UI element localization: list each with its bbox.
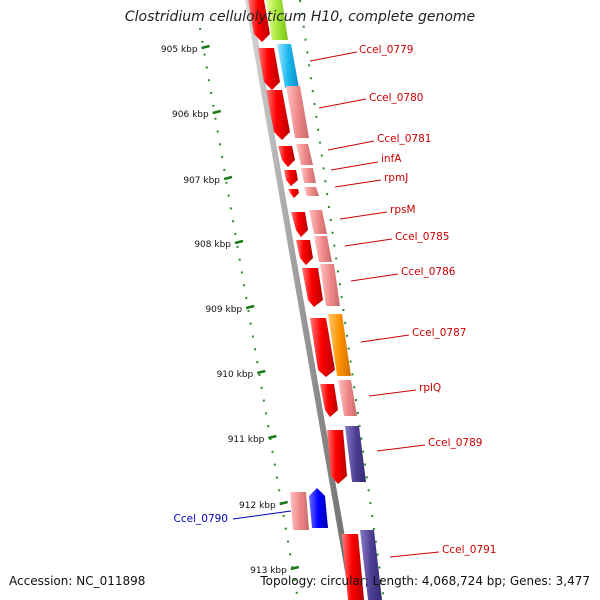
tick-mark [256,369,266,375]
tick-mark [268,434,277,440]
gene-block-0790-pink [290,492,309,530]
gene-block-infa-red [284,170,298,186]
gene-block-rplq-pink [338,380,357,416]
gene-block-0785-pink [314,236,332,262]
gene-block-0789-red [327,430,347,484]
tick-label: 907 kbp [183,176,220,186]
gene-block-0791-red [342,534,364,600]
tick-label: 906 kbp [172,110,209,120]
gene-block-rpsm-red [291,212,308,237]
gene-label[interactable]: Ccel_0790 [174,513,228,525]
gene-label[interactable]: Ccel_0789 [428,437,482,449]
gene-label[interactable]: rpmJ [384,172,408,184]
tick-mark [290,565,300,571]
gene-leader-line [368,389,417,397]
genome-backbone [245,0,356,600]
tick-label: 913 kbp [250,566,287,576]
gene-leader-line [350,273,399,282]
tick-label: 911 kbp [228,435,265,445]
gene-label[interactable]: Ccel_0785 [395,231,449,243]
gene-leader-line [327,140,375,151]
gene-block-0790-blue [309,488,328,528]
tick-mark [234,239,244,245]
gene-leader-line [232,510,292,520]
gene-leader-line [344,238,393,247]
gene-block-0787-red [310,318,335,377]
gene-block-0781-red [278,146,295,167]
gene-block-rpsm-pink [309,210,327,234]
gene-block-rpmj-pink [304,187,319,196]
gene-features [248,0,382,600]
tick-label: 909 kbp [205,305,242,315]
gene-block-infa-pink [301,168,316,183]
gene-label[interactable]: Ccel_0786 [401,266,456,278]
tick-label: 912 kbp [239,501,276,511]
gene-leader-line [360,334,410,343]
accession-text: Accession: NC_011898 [9,574,146,588]
gene-leader-line [339,211,388,220]
tick-mark [201,44,210,50]
gene-leader-line [334,179,382,188]
tick-mark [279,500,289,506]
gene-block-rpmj-red [288,189,299,198]
gene-block-0786-pink [320,264,340,306]
gene-block-0779-red [258,48,280,90]
gene-leader-line [318,98,367,109]
tick-mark [245,304,255,310]
gene-block-top-red [248,0,270,42]
tick-label: 908 kbp [194,240,231,250]
gene-block-0780-red [266,90,290,140]
gene-block-0787-orange [328,314,351,376]
gene-label[interactable]: rpsM [390,204,416,216]
gene-block-0786-red [302,268,323,307]
gene-block-rplq-red [320,384,338,417]
tick-mark [223,175,233,181]
gene-block-0780-pink [286,86,309,138]
gene-label[interactable]: infA [381,153,402,165]
gene-label[interactable]: Ccel_0780 [369,92,423,104]
genome-stats-text: Topology: circular; Length: 4,068,724 bp… [260,574,590,588]
gene-block-0789-purple [345,426,366,482]
gene-label[interactable]: Ccel_0791 [442,544,496,556]
gene-block-0779-cyan [277,44,299,88]
gene-block-top-lime [266,0,288,40]
gene-block-0781-pink [296,144,313,165]
gene-leader-line [389,551,440,558]
gene-leader-line [376,444,426,452]
gene-label[interactable]: Ccel_0781 [377,133,431,145]
tick-label: 910 kbp [217,370,254,380]
gene-labels: Ccel_0779 Ccel_0780 Ccel_0781 infA rpmJ rpsM C… [174,44,496,558]
map-title: Clostridium cellulolyticum H10, complete… [124,9,476,25]
gene-leader-line [330,161,379,171]
gene-block-0785-red [296,240,313,265]
tick-marks: 905 kbp 906 kbp 907 kbp 908 kbp 909 kbp 910 k… [161,44,300,576]
gene-block-0791-purple [360,530,382,600]
gene-label[interactable]: rplQ [419,382,441,394]
tick-label: 905 kbp [161,45,198,55]
gene-label[interactable]: Ccel_0787 [412,327,466,339]
gene-label[interactable]: Ccel_0779 [359,44,413,56]
gene-leader-line [309,51,358,62]
tick-mark [212,109,222,115]
